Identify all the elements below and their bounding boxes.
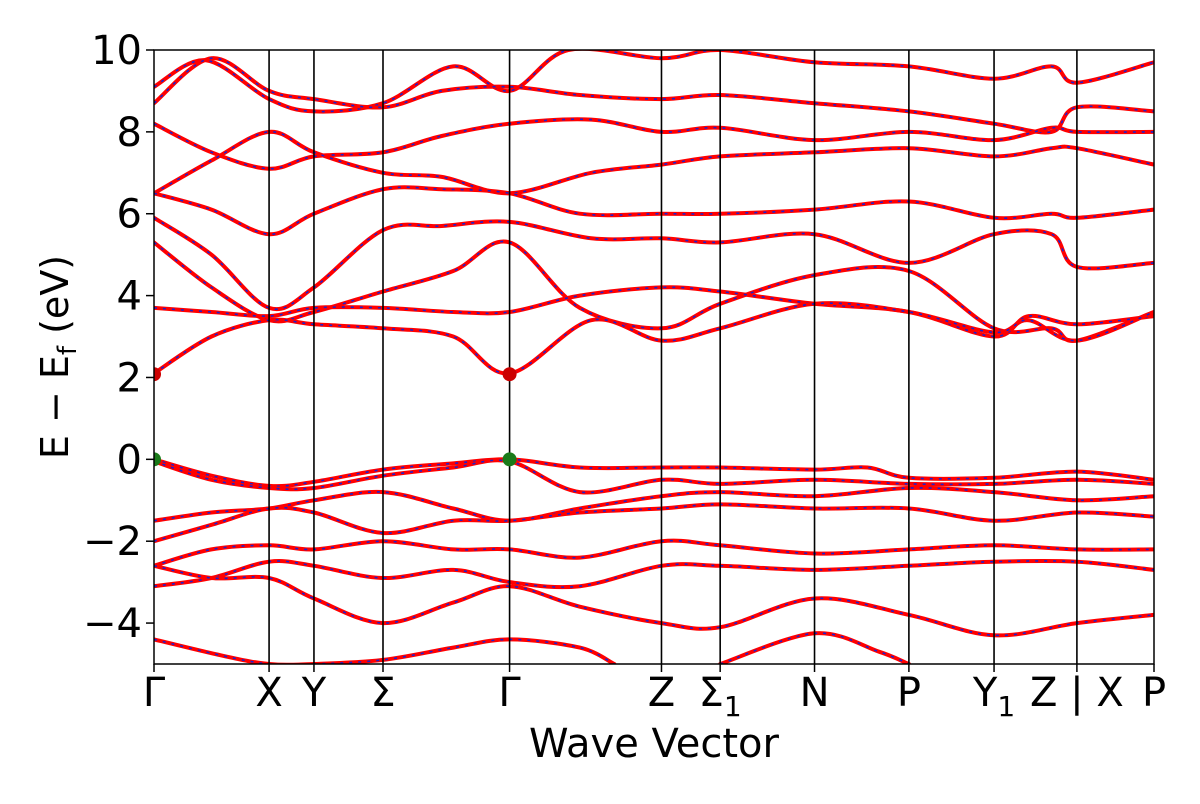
extremum-markers bbox=[154, 367, 517, 467]
plot-frame bbox=[153, 49, 1155, 665]
x-tick-label: Z bbox=[648, 670, 675, 716]
y-axis-ticks: −4 −2 0 2 4 6 8 10 bbox=[83, 28, 154, 647]
band-line-10 bbox=[154, 458, 1154, 495]
y-tick-label: 4 bbox=[117, 274, 142, 320]
band-line-overlay-3 bbox=[154, 131, 1154, 195]
y-axis-label-main: E − E bbox=[33, 355, 77, 459]
y-axis-label-sub: f bbox=[53, 345, 83, 355]
y-axis-label-unit: (eV) bbox=[33, 255, 77, 346]
band-line-14 bbox=[154, 558, 1154, 590]
band-line-overlay-12 bbox=[154, 503, 1154, 542]
extremum-marker-2 bbox=[154, 452, 161, 467]
band-line-16 bbox=[154, 637, 617, 664]
band-line-overlay-2 bbox=[154, 118, 1154, 170]
band-line-0 bbox=[154, 50, 1154, 114]
y-tick-label: 8 bbox=[117, 110, 142, 156]
band-line-overlay-9 bbox=[154, 458, 1154, 487]
y-tick-label: 2 bbox=[117, 355, 142, 401]
band-line-overlay-8 bbox=[154, 302, 1154, 375]
x-axis-label: Wave Vector bbox=[529, 721, 780, 767]
band-line-1 bbox=[154, 56, 1154, 135]
band-line-overlay-14 bbox=[154, 560, 1154, 588]
x-tick-label: Z | X bbox=[1030, 670, 1124, 716]
y-tick-label: 0 bbox=[117, 437, 142, 483]
extremum-marker-3 bbox=[502, 452, 517, 467]
band-line-13 bbox=[154, 538, 1154, 568]
x-tick-label: Y bbox=[301, 670, 327, 716]
band-line-overlay-15 bbox=[154, 565, 1154, 637]
band-line-5 bbox=[154, 215, 1154, 312]
x-tick-label: P bbox=[897, 670, 921, 716]
x-axis-ticks: Γ X Y Σ Γ Z Σ1 N P Y1 Z | X P bbox=[143, 664, 1166, 723]
y-tick-label: −2 bbox=[83, 519, 142, 565]
band-lines bbox=[154, 50, 1154, 664]
x-tick-label: Σ1 bbox=[699, 670, 742, 723]
y-tick-label: 6 bbox=[117, 192, 142, 238]
y-tick-label: −4 bbox=[83, 601, 142, 647]
band-line-overlay-4 bbox=[154, 186, 1154, 236]
band-line-overlay-1 bbox=[154, 57, 1154, 134]
x-tick-label: Γ bbox=[143, 670, 166, 716]
x-tick-label: Γ bbox=[498, 670, 521, 716]
band-line-11 bbox=[154, 485, 1154, 523]
extremum-marker-1 bbox=[502, 367, 517, 382]
x-tick-label: N bbox=[800, 670, 830, 716]
band-line-6 bbox=[154, 239, 1154, 343]
high-symmetry-lines bbox=[268, 50, 1078, 664]
x-tick-label: Σ bbox=[370, 670, 395, 716]
band-line-4 bbox=[154, 185, 1154, 237]
y-tick-label: 10 bbox=[91, 28, 142, 74]
y-axis-label: E − Ef (eV) bbox=[33, 255, 83, 459]
band-line-15 bbox=[154, 563, 1154, 638]
band-line-overlay-17 bbox=[719, 632, 910, 664]
x-tick-label: Y1 bbox=[972, 670, 1015, 723]
x-tick-label: P bbox=[1142, 670, 1166, 716]
x-tick-label: X bbox=[255, 670, 282, 716]
band-line-overlay-6 bbox=[154, 240, 1154, 342]
extremum-marker-0 bbox=[154, 367, 161, 382]
